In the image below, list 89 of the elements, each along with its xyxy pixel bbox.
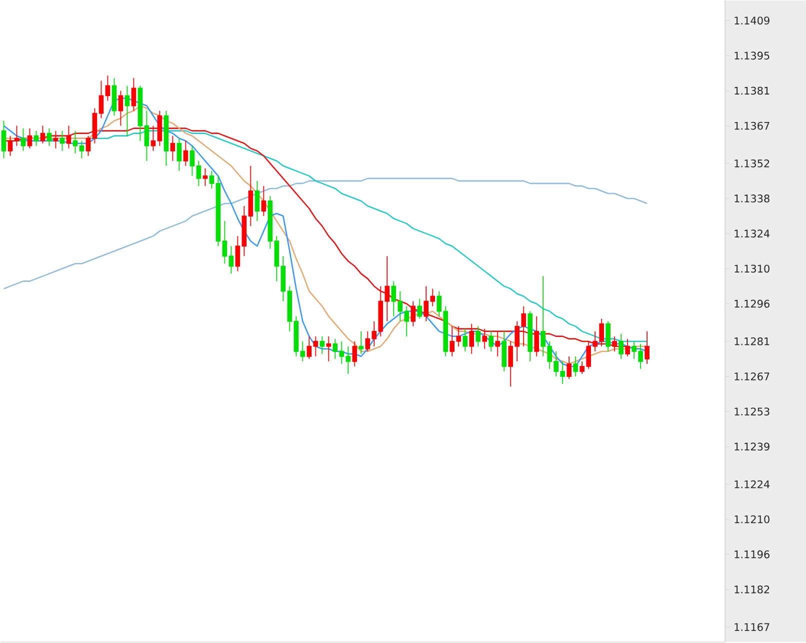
- candlestick: [320, 336, 325, 355]
- y-tick-label: 1.1224: [734, 480, 770, 488]
- candlestick: [528, 311, 533, 362]
- candlestick: [8, 136, 13, 157]
- candlestick: [235, 236, 240, 272]
- candlestick: [20, 128, 26, 152]
- candlestick: [300, 341, 306, 362]
- candlestick: [190, 146, 195, 177]
- candlestick: [462, 328, 468, 352]
- candlestick: [131, 78, 136, 112]
- y-tick-label: 1.1296: [734, 300, 770, 308]
- candlestick: [196, 160, 202, 187]
- y-tick-label: 1.1352: [734, 160, 770, 168]
- candlestick: [566, 356, 572, 380]
- y-tick-label: 1.1182: [734, 586, 770, 594]
- candlestick: [254, 180, 260, 222]
- candlestick: [1, 120, 6, 160]
- candlestick: [482, 328, 488, 350]
- candlestick: [352, 341, 358, 368]
- candlestick: [112, 78, 117, 116]
- candlestick: [138, 85, 143, 142]
- candlestick: [417, 298, 422, 320]
- candlestick: [222, 220, 228, 264]
- candlestick: [618, 334, 624, 360]
- candlestick: [34, 130, 39, 147]
- candlestick: [476, 326, 481, 348]
- y-tick-label: 1.1324: [734, 230, 770, 238]
- candlestick: [534, 316, 540, 358]
- candlestick: [313, 336, 318, 358]
- candlestick: [79, 140, 84, 160]
- candlestick: [248, 166, 254, 227]
- y-tick-label: 1.1267: [734, 372, 770, 381]
- candlestick: [150, 126, 156, 152]
- candlestick: [164, 110, 169, 167]
- candlestick: [157, 110, 162, 147]
- candlestick: [216, 176, 221, 247]
- candlestick: [625, 338, 630, 358]
- candlestick: [144, 110, 150, 162]
- candlestick: [242, 206, 247, 257]
- y-tick-label: 1.1409: [734, 16, 770, 25]
- candlestick: [40, 126, 46, 144]
- y-tick-label: 1.1338: [734, 194, 770, 203]
- candlestick: [606, 321, 610, 352]
- candlestick: [488, 331, 494, 352]
- candlestick: [98, 80, 104, 119]
- y-tick-label: 1.1281: [734, 338, 770, 346]
- y-tick-label: 1.1196: [734, 550, 770, 559]
- candlestick: [469, 324, 474, 355]
- candlestick: [365, 331, 370, 352]
- candlestick: [274, 236, 280, 282]
- candlestick: [306, 336, 312, 360]
- candlestick: [644, 331, 650, 365]
- y-tick-label: 1.1395: [734, 52, 770, 60]
- candlestick: [209, 170, 214, 190]
- candlestick: [612, 336, 617, 352]
- candlestick: [346, 346, 351, 375]
- y-tick-label: 1.1239: [734, 442, 770, 451]
- y-tick-label: 1.1167: [734, 623, 770, 632]
- candlestick: [105, 75, 110, 102]
- candlestick: [176, 138, 182, 172]
- y-tick-label: 1.1367: [734, 122, 770, 130]
- candlestick: [72, 130, 78, 154]
- y-tick-label: 1.1381: [734, 86, 770, 95]
- candlestick: [66, 126, 72, 150]
- y-tick-label: 1.1310: [734, 264, 770, 273]
- candlestick: [92, 108, 98, 144]
- candlestick: [332, 338, 338, 360]
- candlestick: [27, 128, 32, 150]
- candlestick: [14, 126, 20, 147]
- candlestick: [326, 336, 332, 362]
- candlestick: [86, 136, 91, 157]
- candlestick: [502, 331, 507, 372]
- candlestick: [228, 246, 234, 274]
- candlestick: [339, 341, 344, 365]
- candlestick: [202, 168, 208, 187]
- candlestick: [287, 286, 292, 332]
- candlestick: [280, 256, 286, 302]
- candlestick: [268, 196, 273, 250]
- candlestick: [495, 331, 500, 358]
- candlestick: [46, 128, 52, 147]
- candlestick: [410, 300, 416, 327]
- y-tick-label: 1.1210: [734, 516, 770, 524]
- candlestick: [358, 331, 364, 355]
- candlestick: [60, 130, 65, 152]
- candlestick: [183, 140, 188, 167]
- candlestick: [294, 316, 299, 358]
- y-tick-label: 1.1253: [734, 408, 770, 416]
- candlestick: [573, 356, 578, 378]
- candlestick: [261, 186, 266, 217]
